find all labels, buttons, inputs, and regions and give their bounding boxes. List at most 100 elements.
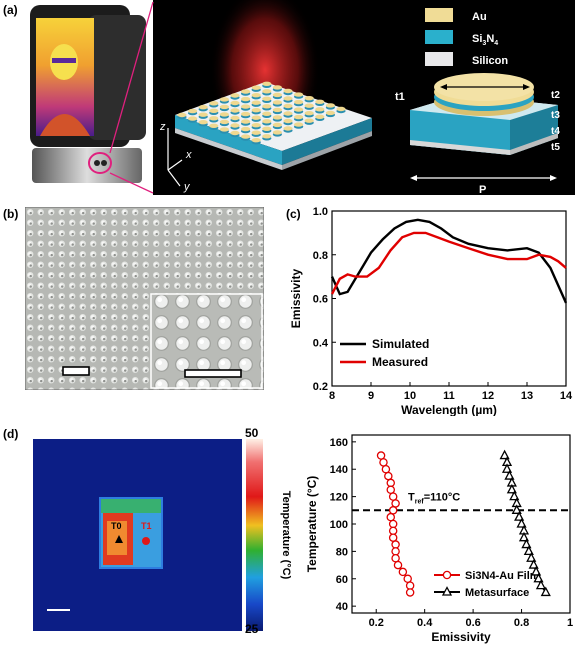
y-tick-label: 1.0 xyxy=(313,206,328,218)
pillar-top xyxy=(209,116,219,121)
panel-label-d: (d) xyxy=(3,427,19,441)
pillar-top xyxy=(241,134,251,139)
legend-marker xyxy=(442,570,452,580)
pillar-top xyxy=(304,96,314,101)
axis-z-label: z xyxy=(159,121,166,133)
pillar-top xyxy=(219,119,229,125)
colorbar-max: 50 xyxy=(245,426,259,440)
pillar-top xyxy=(230,130,240,136)
thermal-image-panel: T0 T1 50 25 Temperature (°C) xyxy=(33,426,292,635)
pillar-top xyxy=(262,119,272,124)
pillar-top xyxy=(219,104,229,110)
data-point xyxy=(504,470,515,480)
legend-label-silicon: Silicon xyxy=(472,55,508,67)
data-point xyxy=(501,463,513,473)
x-tick-label: 14 xyxy=(560,390,573,402)
y-tick-label: 160 xyxy=(330,437,348,449)
colorbar-label: Temperature (°C) xyxy=(280,491,292,580)
pillar-top xyxy=(315,114,325,120)
data-point xyxy=(511,504,522,514)
pillar-top xyxy=(230,115,240,121)
y-axis-label: Temperature (°C) xyxy=(305,476,319,573)
pillar-top xyxy=(325,103,335,108)
pillar-top xyxy=(251,108,261,113)
pillar-top xyxy=(325,110,335,116)
data-point xyxy=(533,572,544,583)
y-tick-label: 0.4 xyxy=(313,337,329,349)
pillar-top xyxy=(251,93,261,98)
pillar-top xyxy=(241,96,251,102)
data-point xyxy=(405,588,415,597)
pillar-top xyxy=(294,122,304,127)
pillar-top xyxy=(251,85,261,90)
pillar-top xyxy=(262,89,272,94)
x-tick-label: 0.4 xyxy=(417,617,433,629)
x-tick-label: 1 xyxy=(567,617,573,629)
data-point xyxy=(506,483,517,494)
t1-label: T1 xyxy=(141,521,152,531)
pillar-top xyxy=(315,107,325,112)
data-point xyxy=(535,579,547,590)
data-point xyxy=(388,506,398,515)
x-tick-label: 13 xyxy=(521,390,533,402)
data-point xyxy=(523,545,534,556)
data-point xyxy=(379,458,388,467)
phone-back xyxy=(88,15,146,140)
pillar-top xyxy=(262,134,272,139)
y-tick-label: 0.6 xyxy=(313,294,328,306)
thickness-label-t1: t1 xyxy=(395,91,405,103)
pillar-top xyxy=(219,112,229,117)
y-tick-label: 80 xyxy=(336,546,348,558)
t0-marker xyxy=(115,535,123,543)
panel-label-c: (c) xyxy=(286,207,301,221)
axis-triad xyxy=(167,128,183,187)
pillar-top xyxy=(294,99,304,105)
data-point xyxy=(516,518,527,528)
data-point xyxy=(388,519,398,529)
pillar-top xyxy=(251,138,261,143)
pillar-top xyxy=(209,123,219,128)
thermal-camera-module xyxy=(32,148,142,183)
x-tick-label: 0.8 xyxy=(514,617,529,629)
pillar-top xyxy=(315,99,325,105)
data-point xyxy=(509,490,520,501)
legend-label-au: Au xyxy=(472,11,487,23)
x-axis-label: Wavelength (µm) xyxy=(401,403,497,416)
y-tick-label: 0.2 xyxy=(313,381,328,393)
thickness-label-t2: t2 xyxy=(551,90,560,101)
panel-label-a: (a) xyxy=(3,3,18,17)
data-point xyxy=(398,567,408,577)
colorbar xyxy=(246,439,263,631)
pillar-top xyxy=(188,108,198,114)
data-point xyxy=(393,560,403,570)
pillar-top xyxy=(272,85,282,90)
thermal-glasses xyxy=(52,58,76,63)
data-point xyxy=(518,531,530,542)
pillar-top xyxy=(272,115,282,120)
pillar-top xyxy=(198,105,208,110)
pillar-top xyxy=(283,96,293,101)
pillar-top xyxy=(294,114,304,120)
data-point xyxy=(388,526,398,536)
legend-swatch-silicon xyxy=(425,52,453,66)
thickness-label-t3: t3 xyxy=(551,110,560,121)
x-tick-label: 12 xyxy=(482,390,494,402)
data-point xyxy=(381,464,391,474)
pillar-top xyxy=(251,100,261,105)
axis-y-label: y xyxy=(183,181,191,193)
pillar-top xyxy=(209,108,219,114)
pillar-top xyxy=(294,107,304,112)
legend-label-si3n4: Si3N4 xyxy=(472,33,498,47)
legend-swatch-si3n4 xyxy=(425,30,453,44)
pillar-top xyxy=(336,106,346,112)
legend-label: Metasurface xyxy=(465,587,529,599)
pillar-top xyxy=(230,93,240,98)
pillar-top xyxy=(294,92,304,97)
temperature-emissivity-chart: 0.2 0.4 0.6 0.8 1406080100120140160Emissivit… xyxy=(305,434,573,644)
data-point xyxy=(391,499,400,508)
x-tick-label: 10 xyxy=(404,390,416,402)
pillar-top xyxy=(198,112,208,117)
data-point xyxy=(514,511,525,521)
pillar-top xyxy=(241,89,251,94)
pillar-top xyxy=(283,118,293,124)
